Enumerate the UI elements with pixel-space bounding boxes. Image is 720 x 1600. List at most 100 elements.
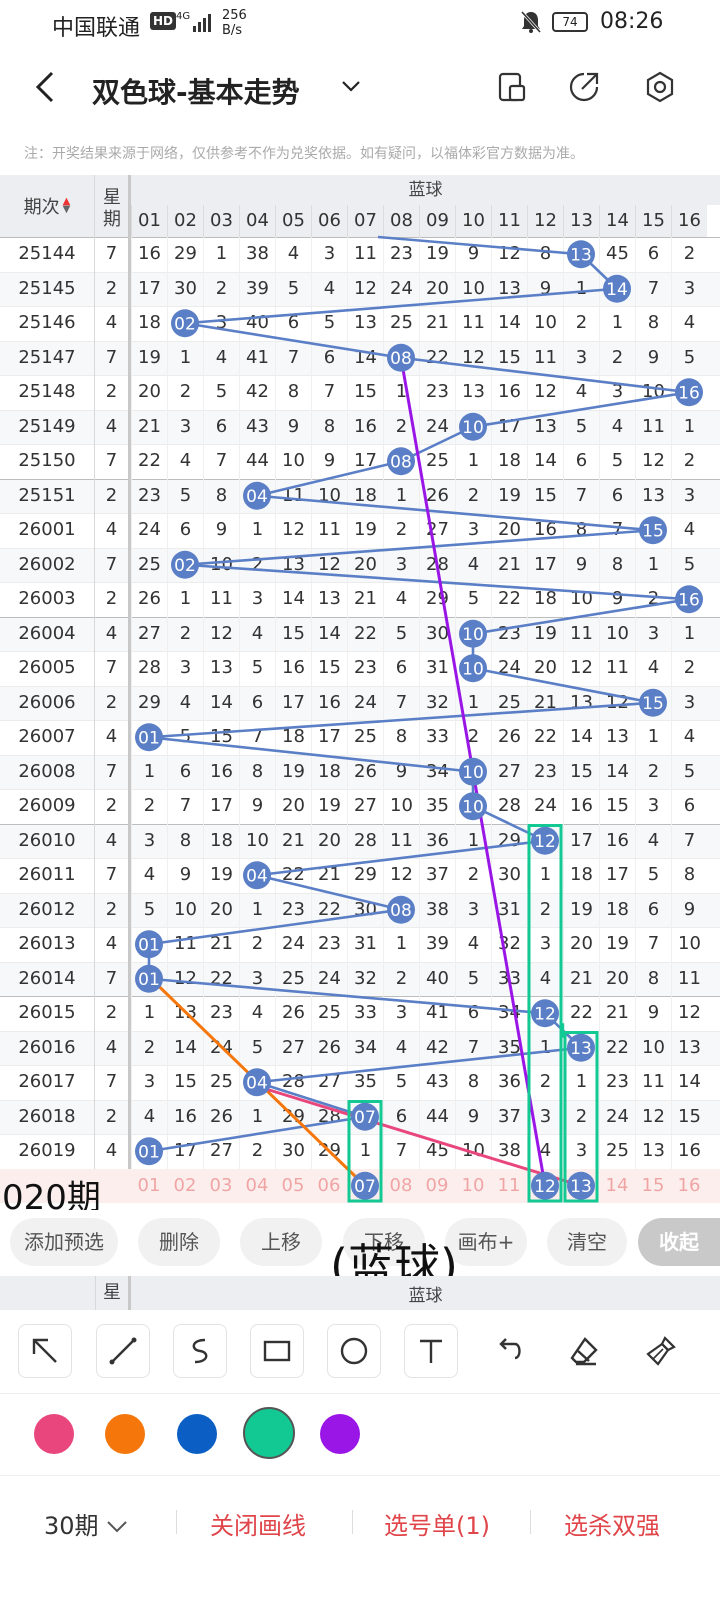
blue-ball: [387, 447, 415, 476]
blue-ball: [351, 1102, 379, 1131]
omission-cell: 6: [239, 685, 275, 720]
pick-cell[interactable]: 09: [425, 1174, 449, 1196]
trend-line-segment: [148, 977, 546, 1015]
table-row: [0, 927, 720, 962]
canvas-plus-button[interactable]: 画布+: [445, 1218, 527, 1266]
back-arrow-icon[interactable]: [30, 67, 60, 116]
omission-cell: 2: [203, 271, 239, 306]
number-header: 06: [311, 205, 347, 237]
number-header: 14: [599, 205, 635, 237]
omission-cell: 13: [347, 306, 383, 341]
omission-cell: 25: [203, 1065, 239, 1100]
picked-ball: [531, 1171, 559, 1200]
omission-cell: 10: [167, 892, 203, 927]
share-icon[interactable]: [566, 69, 602, 105]
divider: [352, 1510, 353, 1534]
omission-cell: 20: [563, 927, 599, 962]
color-swatch-green[interactable]: [243, 1407, 295, 1459]
collapse-button[interactable]: 收起: [638, 1218, 720, 1266]
number-header: 05: [275, 205, 311, 237]
pick-cell[interactable]: 08: [389, 1174, 413, 1196]
add-preselect-button[interactable]: 添加预选: [10, 1218, 118, 1266]
settings-icon[interactable]: [642, 69, 678, 105]
blue-ball-label: 13: [570, 245, 592, 265]
omission-cell: 32: [347, 961, 383, 996]
omission-cell: 2: [455, 720, 491, 755]
trend-line-segment: [148, 701, 654, 739]
move-down-button[interactable]: 下移: [343, 1218, 425, 1266]
period-select-label: 30期: [44, 1512, 99, 1540]
omission-cell: 12: [563, 651, 599, 686]
blue-ball-label: 15: [642, 694, 664, 714]
omission-cell: 11: [635, 409, 671, 444]
omission-cell: 5: [383, 1065, 419, 1100]
eraser-icon[interactable]: [557, 1324, 611, 1378]
omission-cell: 4: [131, 858, 167, 893]
blue-ball-label: 10: [462, 659, 484, 679]
line-tool-icon[interactable]: [96, 1324, 150, 1378]
pick-cell[interactable]: 01: [137, 1174, 161, 1196]
pick-cell[interactable]: 16: [677, 1174, 701, 1196]
omission-cell: 27: [347, 789, 383, 824]
circle-tool-icon[interactable]: [327, 1324, 381, 1378]
close-draw-button[interactable]: 关闭画线: [210, 1512, 306, 1540]
pick-cell[interactable]: 11: [497, 1174, 521, 1196]
rect-tool-icon[interactable]: [250, 1324, 304, 1378]
move-up-button[interactable]: 上移: [240, 1218, 322, 1266]
omission-cell: 9: [599, 582, 635, 617]
pick-list-button[interactable]: 选号单(1): [384, 1512, 490, 1540]
weekday-cell: 2: [95, 375, 131, 410]
arrow-tool-icon[interactable]: [18, 1324, 72, 1378]
omission-cell: 6: [311, 340, 347, 375]
blue-ball-label: 13: [570, 1039, 592, 1059]
trend-line-segment: [256, 839, 546, 877]
color-swatch-orange[interactable]: [105, 1414, 145, 1454]
pick-cell[interactable]: 15: [641, 1174, 665, 1196]
drawing-overlay[interactable]: 1314020816100804150216101015011010120408…: [0, 175, 720, 1210]
omission-cell: 11: [527, 340, 563, 375]
blue-ball: [387, 895, 415, 924]
pick-cell[interactable]: 14: [605, 1174, 629, 1196]
pick-cell[interactable]: 02: [173, 1174, 197, 1196]
omission-cell: 43: [419, 1065, 455, 1100]
curve-tool-icon[interactable]: [173, 1324, 227, 1378]
omission-cell: 21: [599, 996, 635, 1031]
sort-icon[interactable]: ▲ ▼: [62, 196, 71, 215]
undo-icon[interactable]: [481, 1324, 535, 1378]
omission-cell: 15: [563, 754, 599, 789]
omission-cell: 7: [635, 927, 671, 962]
omission-cell: 5: [599, 444, 635, 479]
omission-cell: 11: [599, 651, 635, 686]
omission-cell: 1: [635, 720, 671, 755]
delete-button[interactable]: 删除: [138, 1218, 220, 1266]
blue-ball-label: 04: [246, 1073, 268, 1093]
device-icon[interactable]: [494, 69, 530, 105]
chevron-down-icon[interactable]: [340, 75, 362, 103]
omission-cell: 33: [347, 996, 383, 1031]
page-title[interactable]: 双色球-基本走势: [92, 76, 300, 109]
kill-double-button[interactable]: 选杀双强: [564, 1512, 660, 1540]
omission-cell: 23: [275, 892, 311, 927]
blue-ball-label: 10: [462, 763, 484, 783]
period-column-header[interactable]: 期次 ▲ ▼: [0, 175, 95, 237]
pick-cell[interactable]: 10: [461, 1174, 485, 1196]
text-tool-icon[interactable]: [404, 1324, 458, 1378]
omission-cell: 18: [275, 720, 311, 755]
color-swatch-blue[interactable]: [177, 1414, 217, 1454]
pick-cell[interactable]: 04: [245, 1174, 269, 1196]
pick-cell[interactable]: 05: [281, 1174, 305, 1196]
trend-chart[interactable]: 期次 ▲ ▼ 星期 蓝球 01 02 03 04 05 06 07 08 09 10 11 12 13 14…: [0, 175, 720, 1210]
color-swatch-pink[interactable]: [34, 1414, 74, 1454]
omission-cell: 12: [527, 375, 563, 410]
period-select[interactable]: 30期: [44, 1506, 128, 1541]
broom-icon[interactable]: [634, 1324, 688, 1378]
pick-cell[interactable]: 03: [209, 1174, 233, 1196]
clear-button[interactable]: 清空: [547, 1218, 627, 1266]
blue-ball-label: 16: [678, 383, 700, 403]
omission-cell: 7: [383, 685, 419, 720]
omission-cell: 11: [635, 1065, 671, 1100]
omission-cell: 20: [419, 271, 455, 306]
pick-cell[interactable]: 06: [317, 1174, 341, 1196]
omission-cell: 18: [131, 306, 167, 341]
color-swatch-purple[interactable]: [320, 1414, 360, 1454]
